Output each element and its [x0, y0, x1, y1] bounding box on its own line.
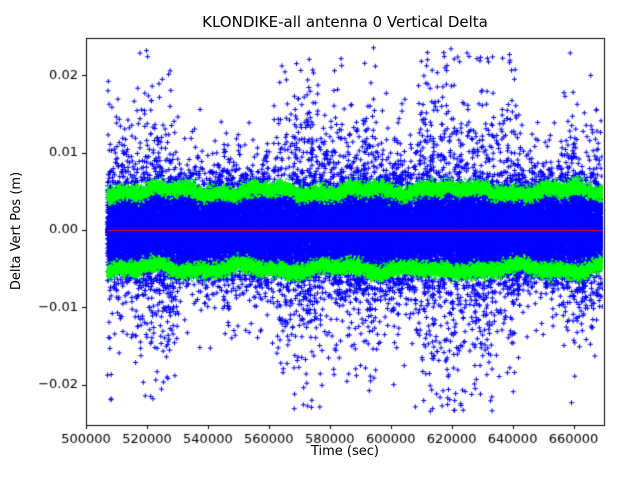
chart-title: KLONDIKE-all antenna 0 Vertical Delta [202, 13, 488, 31]
x-axis-label: Time (sec) [310, 444, 379, 459]
y-axis-label: Delta Vert Pos (m) [9, 171, 24, 291]
